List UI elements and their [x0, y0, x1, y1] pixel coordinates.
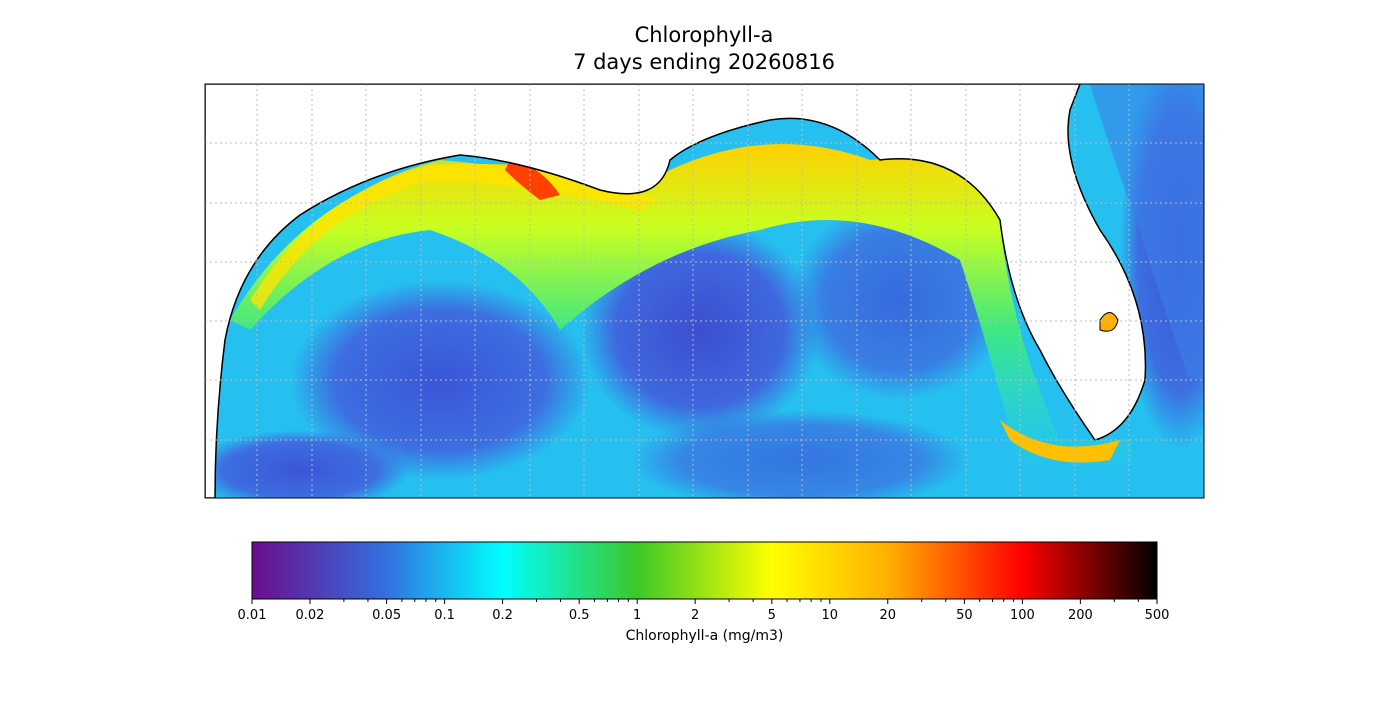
tick-label: 5	[768, 608, 776, 623]
tick-label: 100	[1010, 608, 1035, 623]
colorbar-bar	[251, 541, 1158, 600]
colorbar: 0.01 0.02 0.05 0.1 0.2 0.5 1 2 5 10 20 50 100 200 500 C…	[238, 541, 1170, 644]
map-subtitle: 7 days ending 20260816	[573, 50, 835, 74]
tick-label: 2	[691, 608, 699, 623]
tick-label: 500	[1145, 608, 1170, 623]
tick-label: 0.5	[569, 608, 590, 623]
tick-label: 0.2	[492, 608, 513, 623]
tick-label: 50	[956, 608, 973, 623]
tick-label: 0.02	[296, 608, 325, 623]
tick-label: 10	[822, 608, 839, 623]
colorbar-label: Chlorophyll-a (mg/m3)	[626, 628, 784, 644]
tick-label: 0.01	[238, 608, 267, 623]
tick-label: 0.05	[372, 608, 401, 623]
tick-label: 20	[879, 608, 896, 623]
tick-label: 200	[1068, 608, 1093, 623]
tick-label: 1	[633, 608, 641, 623]
map-image	[205, 84, 1204, 498]
tick-label: 0.1	[434, 608, 455, 623]
map-frame	[204, 83, 1205, 499]
map-title: Chlorophyll-a	[635, 23, 774, 47]
